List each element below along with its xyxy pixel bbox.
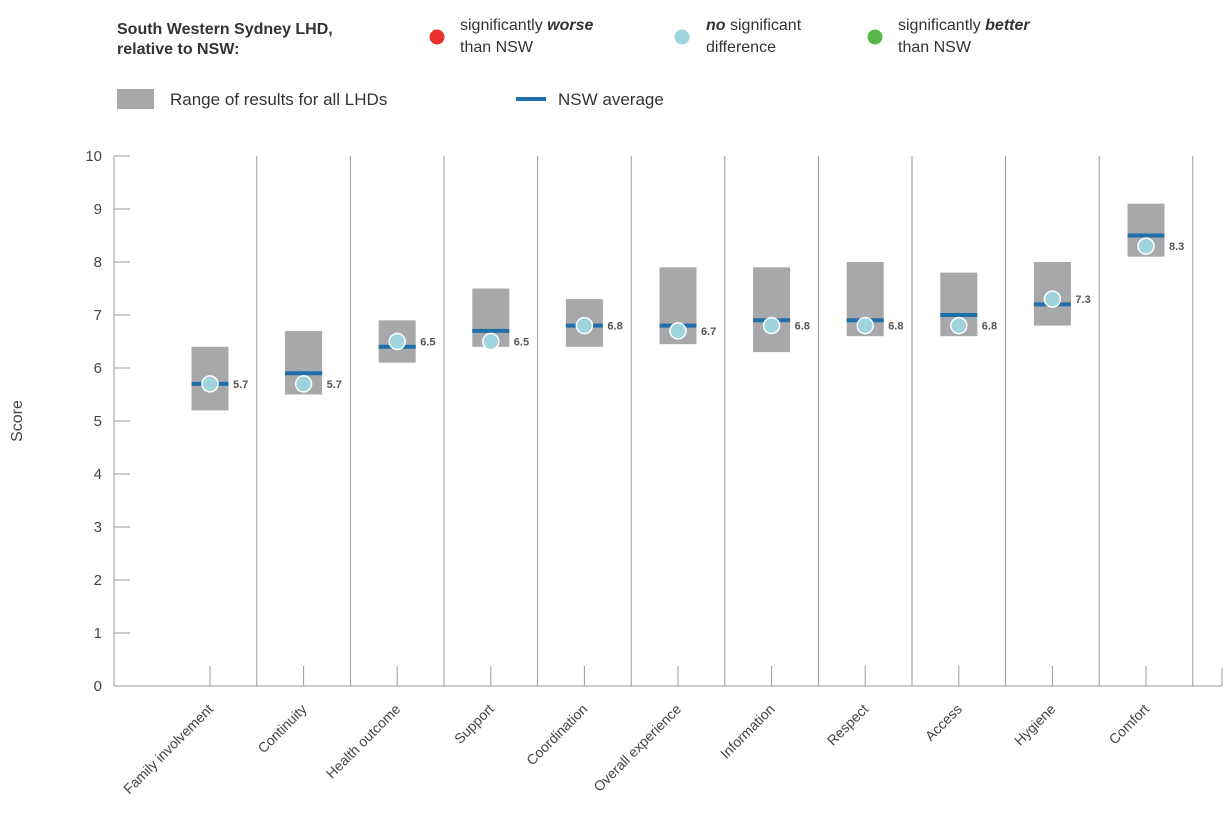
value-label: 8.3 (1169, 241, 1184, 253)
category-label: Overall experience (590, 701, 684, 795)
value-label: 6.8 (888, 321, 903, 333)
category-label: Coordination (523, 701, 590, 768)
value-label: 7.3 (1075, 294, 1090, 306)
category-label: Support (451, 701, 497, 747)
chart-marks: 5.7 5.7 6.5 6.5 6.8 6.7 6.8 6.8 6.8 7.3 8.3 (191, 203, 1184, 411)
lhd-point (575, 316, 594, 335)
category-label: Comfort (1106, 701, 1153, 748)
legend-better-line2: than NSW (898, 39, 972, 56)
category-label: Hygiene (1011, 701, 1059, 749)
y-tick-label: 5 (94, 413, 102, 430)
legend-nodiff-dot (674, 29, 690, 45)
category-label: Information (717, 701, 778, 762)
category-label: Respect (824, 701, 872, 749)
lhd-point (388, 332, 406, 351)
legend-average-label: NSW average (558, 90, 664, 109)
value-label: 5.7 (327, 379, 342, 391)
lhd-point (1137, 237, 1155, 255)
legend-title-line1: South Western Sydney LHD, (117, 21, 333, 38)
y-tick-label: 3 (94, 519, 102, 536)
category-labels: Family involvement Continuity Health outco… (120, 701, 1152, 797)
value-label: 6.8 (607, 321, 622, 333)
value-label: 6.5 (514, 337, 529, 349)
y-tick-label: 2 (94, 572, 102, 589)
value-label: 5.7 (233, 379, 248, 391)
y-tick-label: 9 (94, 201, 102, 218)
legend-worse-dot (429, 29, 445, 45)
lhd-point (856, 316, 874, 335)
lhd-point (201, 375, 219, 393)
y-tick-label: 0 (94, 678, 102, 695)
y-tick-label: 8 (94, 254, 102, 271)
legend-worse-line2: than NSW (460, 39, 534, 56)
y-tick-label: 6 (94, 360, 102, 377)
category-label: Continuity (254, 701, 309, 756)
category-label: Health outcome (323, 701, 404, 782)
y-axis: 0 1 2 3 4 5 6 7 8 9 10 (85, 148, 130, 695)
legend-worse-line1: significantly worse (460, 17, 594, 34)
x-axis (114, 666, 1223, 687)
y-tick-label: 4 (94, 466, 102, 483)
value-label: 6.7 (701, 326, 716, 338)
legend-nodiff-line2: difference (706, 39, 776, 56)
lhd-point (950, 316, 968, 335)
category-separators (256, 156, 1194, 686)
lhd-point (294, 375, 313, 393)
value-label: 6.5 (420, 337, 435, 349)
category-label: Family involvement (120, 701, 216, 797)
y-tick-label: 7 (94, 307, 102, 324)
y-tick-label: 1 (94, 625, 102, 642)
y-axis-title: Score (9, 400, 26, 442)
legend-better-dot (867, 29, 883, 45)
value-label: 6.8 (982, 321, 997, 333)
legend-range-label: Range of results for all LHDs (170, 90, 387, 109)
lhd-point (762, 316, 781, 335)
legend-better-line1: significantly better (898, 17, 1030, 34)
y-tick-label: 10 (85, 148, 102, 165)
legend: South Western Sydney LHD, relative to NS… (117, 17, 1030, 109)
legend-title-line2: relative to NSW: (117, 41, 239, 58)
lhd-point (482, 332, 500, 351)
lhd-point (669, 322, 687, 340)
range-bar (753, 267, 791, 353)
lhd-point (1043, 290, 1062, 308)
category-label: Access (922, 701, 965, 744)
value-label: 6.8 (795, 321, 810, 333)
legend-range-swatch (117, 89, 154, 109)
legend-nodiff-line1: no significant (706, 17, 802, 34)
